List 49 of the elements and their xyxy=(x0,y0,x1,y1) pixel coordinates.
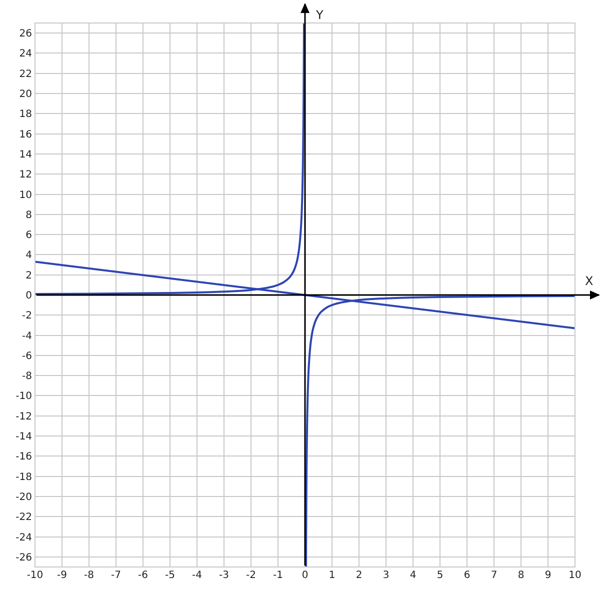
x-tick-label: -2 xyxy=(246,570,256,581)
y-tick-label: 2 xyxy=(26,270,32,282)
y-tick-label: 4 xyxy=(26,250,32,262)
x-tick-label: 9 xyxy=(544,570,552,581)
y-tick-label: 16 xyxy=(19,129,32,140)
x-tick-label: -8 xyxy=(84,570,94,581)
x-tick-label: -4 xyxy=(192,570,202,581)
y-tick-label: -16 xyxy=(16,452,32,463)
x-tick-label: 10 xyxy=(568,570,582,581)
x-tick-label: 7 xyxy=(490,570,498,581)
x-tick-label: 5 xyxy=(436,570,444,581)
y-tick-label: 8 xyxy=(26,210,32,221)
y-tick-label: -24 xyxy=(16,532,32,544)
y-tick-label: 0 xyxy=(26,290,32,302)
y-tick-label: -10 xyxy=(16,391,32,402)
x-tick-label: -3 xyxy=(219,570,229,581)
x-tick-label: 2 xyxy=(356,570,362,581)
x-tick-label: -7 xyxy=(111,570,121,581)
y-tick-label: 20 xyxy=(19,89,32,100)
y-tick-label: -18 xyxy=(16,472,32,483)
y-tick-label: 10 xyxy=(19,190,32,201)
y-tick-label: -4 xyxy=(22,330,32,342)
y-tick-label: -20 xyxy=(16,492,32,503)
y-tick-label: 14 xyxy=(19,149,32,160)
y-tick-label: 18 xyxy=(19,109,32,120)
x-axis-title: X xyxy=(585,274,594,288)
x-tick-label: 1 xyxy=(328,570,336,581)
x-tick-label: 8 xyxy=(518,570,524,581)
y-tick-label: 26 xyxy=(19,28,32,40)
y-tick-label: -8 xyxy=(22,371,32,382)
y-tick-label: -12 xyxy=(16,411,32,422)
y-tick-label: 12 xyxy=(19,170,32,181)
y-tick-label: -14 xyxy=(16,432,32,443)
x-tick-label: -9 xyxy=(57,570,67,581)
y-tick-label: 6 xyxy=(26,230,32,242)
x-tick-label: -1 xyxy=(273,570,283,581)
y-tick-label: -26 xyxy=(16,552,32,564)
x-tick-label: 3 xyxy=(382,570,390,581)
y-tick-label: 24 xyxy=(19,48,32,60)
x-tick-label: 0 xyxy=(302,570,308,581)
y-tick-label: 22 xyxy=(19,68,32,80)
y-tick-label: -6 xyxy=(22,350,32,362)
y-tick-label: -2 xyxy=(22,310,32,322)
y-axis-title: Y xyxy=(315,8,324,22)
y-tick-label: -22 xyxy=(16,512,32,524)
x-tick-label: 6 xyxy=(464,570,470,581)
x-tick-label: 4 xyxy=(410,570,416,581)
x-tick-label: -6 xyxy=(138,570,148,581)
x-tick-label: -5 xyxy=(165,570,175,581)
